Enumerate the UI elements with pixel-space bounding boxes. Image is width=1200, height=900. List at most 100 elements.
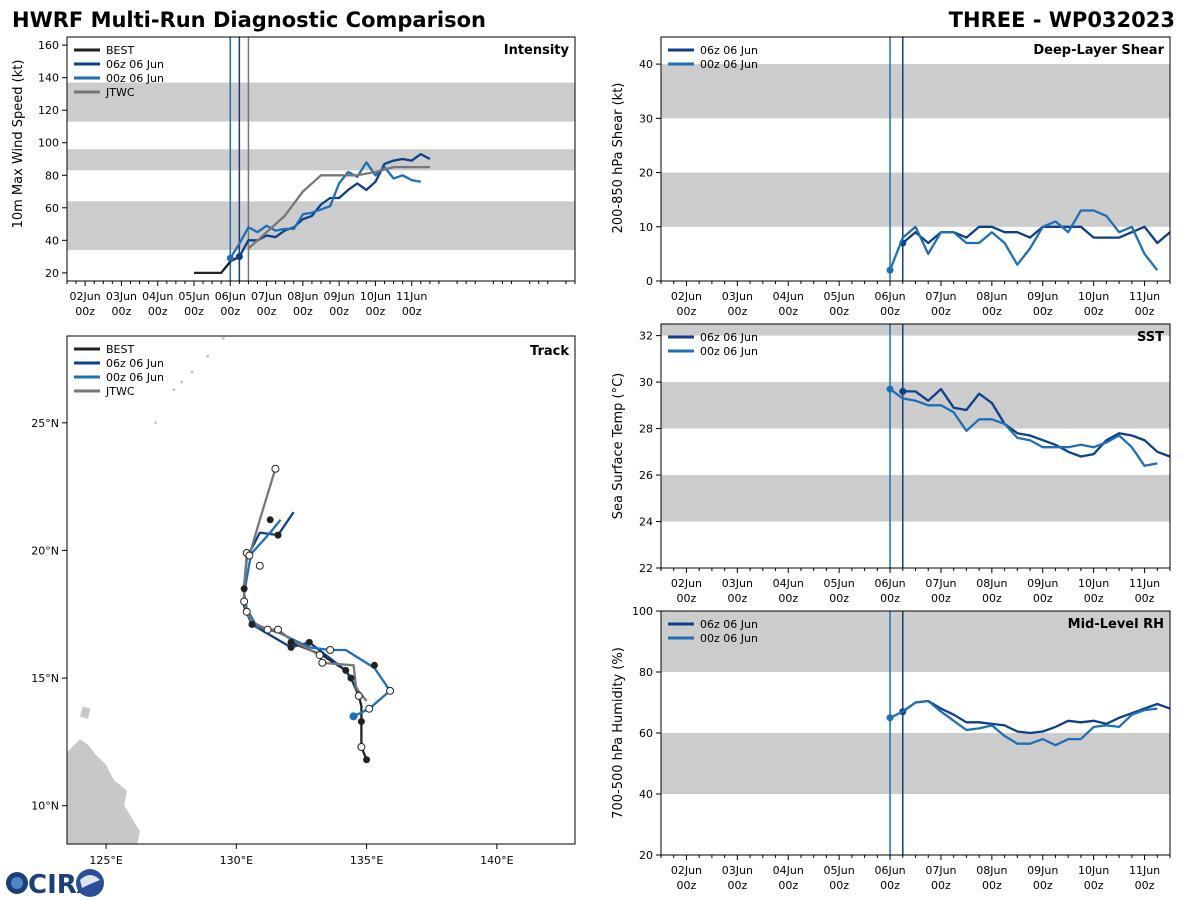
intensity-legend-label-best: BEST [106, 44, 134, 57]
intensity-xtick-hour-8: 00z [366, 305, 386, 318]
swirl-cloud-icon [80, 875, 100, 888]
shear-xtick-hour-4: 00z [880, 305, 900, 318]
intensity-start-marker-06z-06-jun [235, 253, 243, 261]
ryukyu-island-2 [180, 380, 184, 384]
rh-ytick-label-20: 20 [639, 849, 653, 862]
shear-ylabel: 200-850 hPa Shear (kt) [611, 83, 626, 234]
rh-ylabel: 700-500 hPa Humidity (%) [611, 647, 626, 819]
ryukyu-island-1 [154, 421, 158, 425]
sst-ytick-label-26: 26 [639, 469, 653, 482]
intensity-xtick-hour-3: 00z [184, 305, 204, 318]
rh-xtick-hour-3: 00z [829, 879, 849, 892]
shear-series-06z-06-jun [902, 225, 1170, 245]
intensity-xtick-date-2: 04Jun [142, 290, 173, 303]
intensity-legend-label-jtwc: JTWC [105, 86, 135, 99]
shear-xtick-date-6: 08Jun [976, 290, 1007, 303]
rh-xtick-date-0: 02Jun [671, 864, 702, 877]
intensity-ytick-label-20: 20 [45, 267, 59, 280]
sst-band-1 [661, 382, 1170, 429]
sst-ylabel: Sea Surface Temp (°C) [611, 373, 626, 520]
shear-xtick-date-4: 06Jun [874, 290, 905, 303]
ryukyu-island-3 [190, 370, 194, 374]
rh-xtick-date-7: 09Jun [1027, 864, 1058, 877]
intensity-ytick-label-100: 100 [38, 137, 59, 150]
rh-series-00z-06-jun [889, 699, 1158, 747]
track-marker-open-3 [386, 686, 395, 695]
intensity-xtick-hour-0: 00z [75, 305, 95, 318]
storm-id: THREE - WP032023 [949, 8, 1175, 32]
intensity-xtick-hour-5: 00z [257, 305, 277, 318]
shear-panel: 0 10 20 30 40 02Jun 00z 03Jun 00z 04Jun 00z 05Jun 00… [611, 36, 1171, 318]
rh-xtick-date-5: 07Jun [925, 864, 956, 877]
intensity-plot-area [67, 37, 575, 281]
sst-xtick-hour-3: 00z [829, 592, 849, 605]
track-marker-filled-9 [240, 585, 248, 593]
track-map-area [67, 337, 395, 844]
track-marker-filled-8 [248, 620, 256, 628]
sst-band-0 [661, 475, 1170, 522]
intensity-legend-label-00z-06-jun: 00z 06 Jun [106, 72, 164, 85]
intensity-ytick-label-40: 40 [45, 234, 59, 247]
track-marker-filled-2 [347, 674, 355, 682]
track-frame [66, 335, 576, 845]
catanduanes-island [80, 706, 91, 719]
rh-panel-title: Mid-Level RH [1068, 617, 1164, 632]
rh-xtick-date-2: 04Jun [773, 864, 804, 877]
rh-plot-area [661, 611, 1170, 855]
rh-xtick-hour-1: 00z [727, 879, 747, 892]
rh-series-06z-06-jun [902, 699, 1170, 735]
ryukyu-island-4 [206, 354, 210, 358]
rh-ytick-label-60: 60 [639, 727, 653, 740]
rh-ytick-label-80: 80 [639, 666, 653, 679]
rh-xtick-date-4: 06Jun [874, 864, 905, 877]
intensity-legend-label-06z-06-jun: 06z 06 Jun [106, 58, 164, 71]
shear-xtick-hour-2: 00z [778, 305, 798, 318]
shear-xtick-date-9: 11Jun [1129, 290, 1160, 303]
sst-xtick-hour-9: 00z [1135, 592, 1155, 605]
track-marker-filled-11 [266, 516, 274, 524]
sst-xtick-date-4: 06Jun [874, 577, 905, 590]
shear-ytick-label-10: 10 [639, 221, 653, 234]
sst-plot-area [661, 324, 1170, 568]
rh-start-marker-00z-06-jun [886, 714, 894, 722]
sst-xtick-hour-4: 00z [880, 592, 900, 605]
rh-xtick-hour-2: 00z [778, 879, 798, 892]
shear-ytick-label-0: 0 [646, 275, 653, 288]
intensity-xtick-hour-9: 00z [402, 305, 422, 318]
shear-xtick-date-7: 09Jun [1027, 290, 1058, 303]
intensity-xtick-date-6: 08Jun [287, 290, 318, 303]
ryukyu-island-0 [172, 388, 176, 392]
track-marker-filled-6 [287, 638, 295, 646]
intensity-series-06z-06-jun [238, 152, 431, 258]
track-xtick-label-0: 125°E [89, 854, 122, 867]
track-marker-open-7 [274, 625, 283, 634]
intensity-ytick-label-160: 160 [38, 39, 59, 52]
track-ytick-label-1: 15°N [31, 672, 59, 685]
track-marker-open-13 [255, 561, 264, 570]
sst-xtick-date-0: 02Jun [671, 577, 702, 590]
sst-xtick-date-8: 10Jun [1078, 577, 1109, 590]
shear-xtick-hour-1: 00z [727, 305, 747, 318]
sst-xtick-hour-8: 00z [1084, 592, 1104, 605]
track-panel: 125°E 130°E 135°E 140°E 10°N 15°N 20°N 25°N Trac… [31, 335, 576, 867]
figure-title: HWRF Multi-Run Diagnostic Comparison [12, 8, 486, 32]
track-marker-open-8 [263, 625, 272, 634]
track-series-best [290, 641, 368, 761]
rh-xtick-date-8: 10Jun [1078, 864, 1109, 877]
sst-ytick-label-32: 32 [639, 330, 653, 343]
sst-xtick-hour-1: 00z [727, 592, 747, 605]
rh-xtick-hour-9: 00z [1135, 879, 1155, 892]
intensity-xtick-date-3: 05Jun [178, 290, 209, 303]
intensity-ytick-label-120: 120 [38, 104, 59, 117]
track-marker-open-14 [271, 464, 280, 473]
cira-logo: CIRA [6, 869, 104, 900]
shear-xtick-hour-7: 00z [1033, 305, 1053, 318]
sst-series-00z-06-jun [889, 388, 1158, 467]
track-marker-filled-5 [305, 638, 313, 646]
shear-xtick-date-5: 07Jun [925, 290, 956, 303]
track-marker-filled-0 [363, 756, 371, 764]
intensity-xtick-date-7: 09Jun [324, 290, 355, 303]
track-legend-label-jtwc: JTWC [105, 385, 135, 398]
track-marker-open-6 [326, 645, 335, 654]
sst-panel: 22 24 26 28 30 32 02Jun 00z 03Jun 00z 04Jun 00z 05Ju… [611, 323, 1171, 605]
